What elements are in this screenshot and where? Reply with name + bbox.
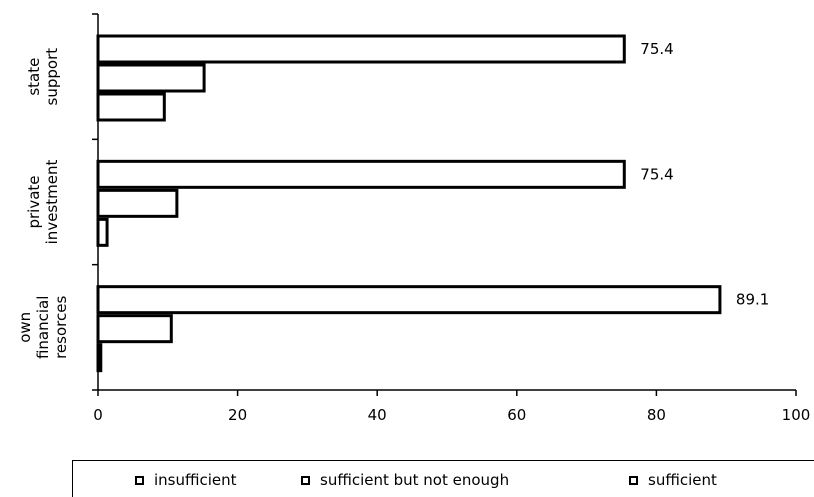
- bar-sufficient: [96, 217, 109, 247]
- data-label: 75.4: [640, 40, 673, 58]
- category-label-line: own: [16, 312, 34, 343]
- bar-chart: 0 20 40 60 80 100 75.4 statesupport 75.4 privatei…: [16, 13, 810, 424]
- legend-swatch-icon: [135, 475, 144, 485]
- bar-insufficient: [96, 159, 626, 189]
- category-label-line: resorces: [52, 296, 70, 359]
- legend-item-sufficient-but-not-enough: sufficient but not enough: [301, 471, 509, 489]
- category-label: ownfinancialresorces: [16, 296, 70, 359]
- bar-sufficient-but-not-enough: [96, 314, 173, 344]
- bar-insufficient: [96, 34, 626, 64]
- data-label: 89.1: [736, 291, 769, 309]
- category-label: statesupport: [25, 48, 61, 106]
- legend: insufficient sufficient but not enough s…: [72, 460, 814, 497]
- category-label-line: investment: [43, 160, 61, 245]
- bar-insufficient: [96, 285, 722, 315]
- x-tick-label: 60: [507, 406, 526, 424]
- category-label-line: financial: [34, 296, 52, 359]
- x-tick-label: 100: [782, 406, 811, 424]
- x-tick-label: 0: [93, 406, 103, 424]
- legend-label: insufficient: [154, 471, 237, 489]
- legend-label: sufficient: [648, 471, 717, 489]
- x-tick-label: 80: [647, 406, 666, 424]
- category-label-line: state: [25, 58, 43, 96]
- bars: [96, 34, 722, 373]
- legend-label: sufficient but not enough: [320, 471, 510, 489]
- bar-sufficient-but-not-enough: [96, 188, 179, 218]
- bar-sufficient-but-not-enough: [96, 63, 206, 93]
- legend-item-insufficient: insufficient: [135, 471, 237, 489]
- x-tick-label: 20: [228, 406, 247, 424]
- category-label-line: support: [43, 48, 61, 106]
- bar-sufficient: [96, 343, 103, 373]
- category-label: privateinvestment: [25, 160, 61, 245]
- legend-swatch-icon: [301, 475, 310, 485]
- category-label-line: private: [25, 175, 43, 228]
- data-label: 75.4: [640, 165, 673, 183]
- legend-swatch-icon: [629, 475, 638, 485]
- labels: 0 20 40 60 80 100 75.4 statesupport 75.4 privatei…: [16, 40, 810, 424]
- legend-item-sufficient: sufficient: [629, 471, 717, 489]
- x-tick-label: 40: [368, 406, 387, 424]
- bar-sufficient: [96, 92, 166, 122]
